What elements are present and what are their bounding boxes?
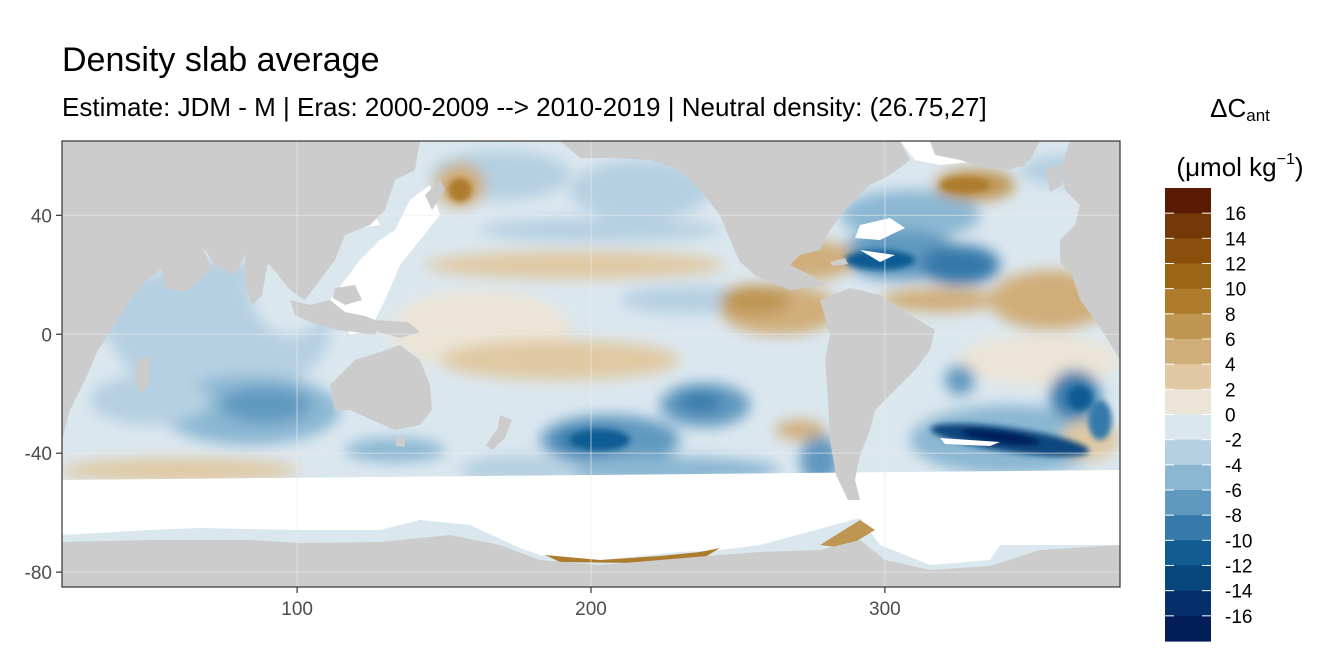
land-caribbean — [830, 258, 848, 266]
colorbar-label: 8 — [1225, 305, 1236, 326]
colorbar-swatch — [1165, 414, 1211, 441]
colorbar-label: -12 — [1225, 557, 1252, 578]
colorbar-swatch — [1165, 288, 1211, 315]
map-panel — [62, 141, 1120, 587]
colorbar-label: -4 — [1225, 456, 1242, 477]
colorbar-swatch — [1165, 364, 1211, 390]
x-tick-label: 300 — [869, 599, 901, 620]
land-india — [245, 255, 268, 305]
colorbar-swatch — [1165, 590, 1211, 617]
x-tick-label: 100 — [281, 599, 313, 620]
legend-title-subscript: ant — [1246, 106, 1270, 125]
legend-title-symbol: ΔC — [1210, 93, 1247, 123]
colorbar-swatch — [1165, 339, 1211, 365]
land-maritime-continent — [290, 300, 380, 335]
colorbar-label: -6 — [1225, 481, 1242, 502]
land-new-zealand — [486, 415, 512, 450]
colorbar-swatch — [1165, 439, 1211, 466]
colorbar-label: 0 — [1225, 406, 1236, 427]
legend-unit-prefix: (μmol kg — [1176, 152, 1277, 182]
colorbar-swatch — [1165, 389, 1211, 416]
colorbar-legend: 16 14 12 10 8 6 4 2 0 -2 -4 -6 -8 -10 -12 -14 -16 — [1165, 188, 1253, 642]
legend-title-symbol-row: ΔCant — [1160, 86, 1320, 138]
land-antarctica — [62, 535, 1120, 587]
colorbar-swatch — [1165, 464, 1211, 491]
y-tick-label: -40 — [25, 444, 52, 465]
y-tick-label: 40 — [31, 206, 52, 227]
colorbar-swatch — [1165, 188, 1211, 214]
y-axis: 40 0 -40 -80 — [25, 206, 62, 584]
legend-title: ΔCant (μmol kg−1) — [1160, 86, 1320, 189]
land-british-isles — [1045, 165, 1062, 192]
colorbar-label: 2 — [1225, 380, 1236, 401]
colorbar-swatch — [1165, 238, 1211, 265]
chart-title: Density slab average — [62, 41, 380, 79]
colorbar-label: -2 — [1225, 431, 1242, 452]
land-australia — [330, 345, 432, 430]
colorbar-label: 12 — [1225, 255, 1246, 276]
x-tick-label: 200 — [575, 599, 607, 620]
x-axis: 100 200 300 — [281, 587, 901, 620]
colorbar-swatch — [1165, 565, 1211, 592]
land-arabia — [160, 252, 212, 292]
colorbar-swatch — [1165, 615, 1211, 642]
legend-unit-row: (μmol kg−1) — [1160, 138, 1320, 189]
colorbar-label: -8 — [1225, 506, 1242, 527]
legend-unit-superscript: −1 — [1276, 151, 1295, 168]
colorbar-swatch — [1165, 213, 1211, 239]
y-tick-label: 0 — [41, 325, 52, 346]
colorbar-swatch — [1165, 515, 1211, 541]
colorbar-label: 16 — [1225, 204, 1246, 225]
land-tasmania — [395, 436, 405, 447]
gridlines — [62, 141, 1120, 587]
land-south-america — [820, 288, 935, 500]
colorbar-swatch — [1165, 540, 1211, 567]
land-new-guinea — [372, 320, 420, 338]
land-africa-east-wrap — [1060, 141, 1120, 360]
colorbar-swatch — [1165, 313, 1211, 340]
colorbar-label: 10 — [1225, 280, 1246, 301]
colorbar-label: 4 — [1225, 355, 1236, 376]
land-madagascar — [134, 355, 150, 395]
colorbar-swatch — [1165, 263, 1211, 290]
colorbar-swatch — [1165, 490, 1211, 516]
y-tick-label: -80 — [25, 563, 52, 584]
land-japan — [425, 180, 445, 210]
colorbar-label: -10 — [1225, 531, 1252, 552]
colorbar-label: 6 — [1225, 330, 1236, 351]
land-iceland — [1005, 158, 1025, 168]
weddell-anomaly — [820, 520, 875, 548]
legend-unit-suffix: ) — [1294, 152, 1304, 182]
chart-subtitle: Estimate: JDM - M | Eras: 2000-2009 --> … — [62, 92, 987, 122]
colorbar-label: -16 — [1225, 607, 1252, 628]
colorbar-label: -14 — [1225, 582, 1253, 603]
land-borneo — [333, 285, 362, 305]
colorbar-label: 14 — [1225, 229, 1247, 250]
